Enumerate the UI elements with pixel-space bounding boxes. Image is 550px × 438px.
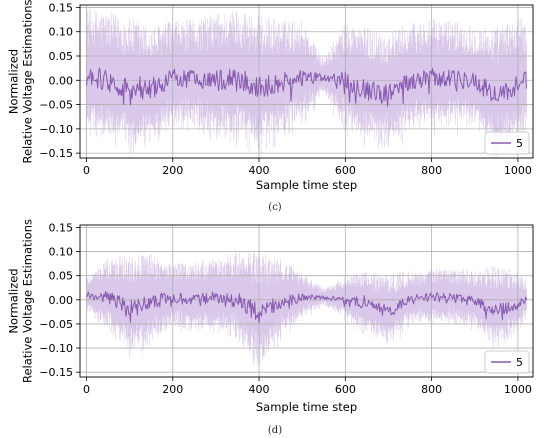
y-axis-label-line-2: Relative Voltage Estimations: [21, 0, 35, 164]
x-tick-label: 0: [83, 383, 90, 396]
y-tick-label: 0.15: [49, 1, 74, 14]
x-axis-ticks: 0 200 400 600 800 1000: [83, 158, 532, 177]
y-tick-label: 0.15: [49, 221, 74, 234]
plot-frame: [79, 224, 534, 378]
y-axis-label-line-2: Relative Voltage Estimations: [21, 219, 35, 383]
y-tick-label: 0.00: [49, 74, 74, 87]
x-tick-label: 0: [83, 164, 90, 177]
y-axis-ticks: −0.15 −0.10 −0.05 0.00 0.05 0.10 0.15: [39, 221, 80, 379]
y-tick-label: −0.15: [39, 147, 73, 160]
y-tick-label: 0.05: [49, 270, 74, 283]
y-tick-label: 0.00: [49, 294, 74, 307]
spread-band: [86, 251, 527, 367]
x-axis-ticks: 0 200 400 600 800 1000: [83, 377, 532, 396]
x-tick-label: 1000: [504, 383, 532, 396]
y-axis-ticks: −0.15 −0.10 −0.05 0.00 0.05 0.10 0.15: [39, 1, 80, 160]
series-5-line-group: [86, 291, 528, 324]
y-axis-label-line-1: Normalized: [7, 268, 21, 333]
legend: 5: [484, 131, 530, 155]
legend-entry-5: 5: [516, 137, 523, 150]
x-tick-label: 400: [249, 164, 270, 177]
y-tick-label: −0.05: [39, 99, 73, 112]
series-5-line: [86, 291, 528, 324]
y-tick-label: 0.10: [49, 26, 74, 39]
legend-entry-5: 5: [516, 356, 523, 369]
y-tick-label: 0.05: [49, 50, 74, 63]
x-tick-label: 200: [162, 164, 183, 177]
y-tick-label: −0.10: [39, 342, 73, 355]
plot-frame: [79, 4, 534, 159]
series-5-line: [85, 67, 528, 107]
x-axis-label: Sample time step: [256, 400, 357, 414]
x-tick-label: 800: [421, 383, 442, 396]
panel-caption: (d): [268, 425, 282, 436]
y-tick-label: −0.10: [39, 123, 73, 136]
legend: 5: [484, 350, 530, 374]
y-tick-label: 0.10: [49, 246, 74, 259]
x-tick-label: 600: [335, 164, 356, 177]
x-tick-label: 600: [335, 383, 356, 396]
series-5-line-group: [85, 67, 528, 107]
chart-panel-d: 0 200 400 600 800 1000 −0.15 −0.10 −0.05 0.00 0.0…: [7, 219, 534, 436]
y-tick-label: −0.05: [39, 318, 73, 331]
y-axis-label-line-1: Normalized: [7, 49, 21, 114]
x-tick-label: 200: [162, 383, 183, 396]
x-axis-label: Sample time step: [256, 178, 357, 192]
spread-band-path: [86, 251, 527, 367]
y-tick-label: −0.15: [39, 366, 73, 379]
x-tick-label: 800: [421, 164, 442, 177]
x-tick-label: 400: [249, 383, 270, 396]
x-tick-label: 1000: [504, 164, 532, 177]
panel-caption: (c): [268, 202, 282, 213]
chart-panel-c: 0 200 400 600 800 1000 −0.15 −0.10 −0.05 0.00 0.0…: [7, 0, 534, 213]
